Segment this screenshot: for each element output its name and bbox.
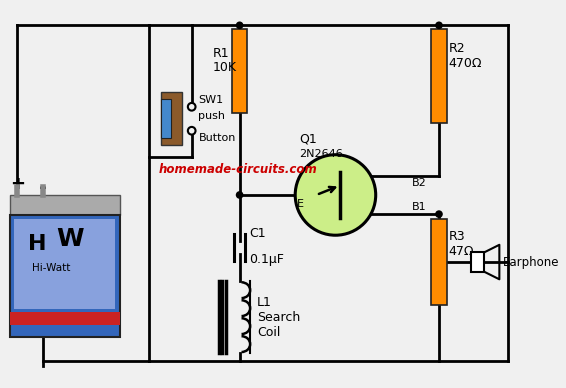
Circle shape — [188, 103, 195, 111]
Text: 2N2646: 2N2646 — [299, 149, 343, 159]
Text: Search: Search — [257, 311, 300, 324]
Bar — [232, 29, 247, 113]
Bar — [431, 219, 447, 305]
Text: Q1: Q1 — [299, 132, 317, 145]
Text: E: E — [297, 199, 304, 209]
Text: B1: B1 — [412, 202, 427, 212]
Circle shape — [188, 127, 195, 135]
Circle shape — [236, 21, 243, 29]
Text: 0.1μF: 0.1μF — [249, 253, 284, 267]
Circle shape — [295, 155, 376, 235]
Bar — [161, 99, 170, 139]
Text: push: push — [199, 111, 225, 121]
Text: 47Ω: 47Ω — [449, 245, 474, 258]
Text: R1: R1 — [213, 47, 229, 60]
Text: Button: Button — [199, 133, 236, 143]
Circle shape — [435, 210, 443, 218]
Text: Hi-Watt: Hi-Watt — [32, 263, 71, 273]
Text: +: + — [10, 175, 25, 193]
Bar — [10, 312, 120, 325]
Bar — [470, 253, 484, 272]
Text: Earphone: Earphone — [503, 256, 560, 268]
Bar — [431, 29, 447, 123]
Bar — [10, 195, 120, 215]
Text: Coil: Coil — [257, 326, 280, 340]
Text: SW1: SW1 — [199, 95, 224, 105]
Bar — [10, 215, 120, 337]
Text: W: W — [57, 227, 84, 251]
Text: R2: R2 — [449, 42, 465, 55]
Text: C1: C1 — [249, 227, 266, 240]
Circle shape — [236, 191, 243, 199]
Text: 470Ω: 470Ω — [449, 57, 482, 70]
Text: B2: B2 — [412, 178, 427, 188]
Text: 10K: 10K — [213, 61, 237, 74]
Bar — [161, 92, 182, 145]
Text: homemade-circuits.com: homemade-circuits.com — [158, 163, 317, 176]
Text: L1: L1 — [257, 296, 272, 309]
Text: H: H — [28, 234, 46, 254]
Circle shape — [435, 21, 443, 29]
Text: R3: R3 — [449, 230, 465, 242]
Text: -: - — [39, 178, 47, 197]
Bar — [14, 219, 115, 309]
